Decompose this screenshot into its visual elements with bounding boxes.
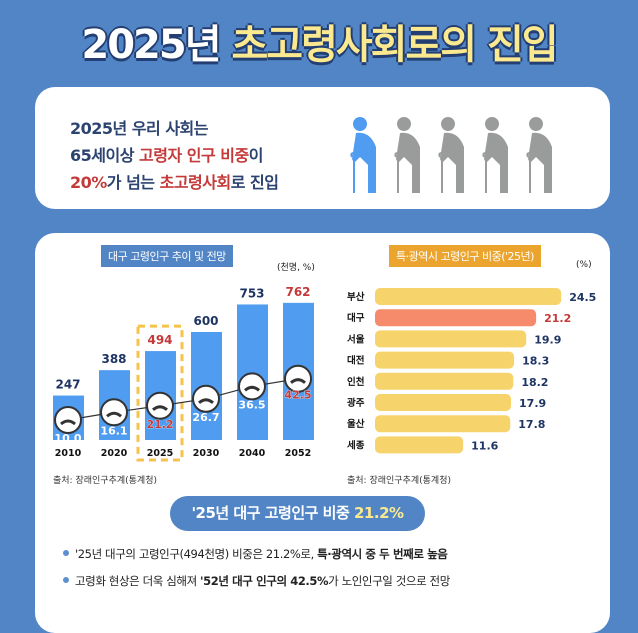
bar-value-label: 762 [285, 285, 310, 299]
bar-세종 [375, 436, 464, 454]
mustache-icon [244, 385, 260, 392]
t: 65세이상 [70, 146, 139, 165]
summary-value: 21.2% [354, 504, 404, 522]
bar-value-label: 494 [147, 333, 172, 347]
bar-value-label: 17.9 [519, 397, 546, 410]
left-chart-source: 출처: 장래인구추계(통계청) [53, 476, 157, 486]
intro-line-1: 2025년 우리 사회는 [70, 119, 209, 138]
year-tick-label: 2052 [285, 448, 311, 459]
bar-value-label: 600 [193, 314, 218, 328]
elderly-person-icon [394, 117, 420, 193]
bar-value-label: 19.9 [534, 333, 561, 346]
left-chart-title: 대구 고령인구 추이 및 전망 [101, 245, 233, 267]
elderly-face-marker [54, 406, 82, 434]
t: 20% [70, 173, 107, 192]
left-chart-unit: (천명, %) [277, 263, 315, 273]
region-label: 울산 [347, 418, 365, 430]
bar-value-label: 388 [101, 352, 126, 366]
bar-value-label: 753 [239, 286, 264, 300]
mustache-icon [290, 378, 306, 384]
bar-2040 [237, 304, 268, 440]
intro-line-2: 65세이상 고령자 인구 비중이 [70, 142, 278, 169]
t: 고령화 현상은 더욱 심해져 [75, 574, 201, 588]
mustache-icon [198, 398, 214, 404]
region-label: 부산 [347, 291, 365, 303]
region-label: 세종 [347, 439, 365, 451]
right-chart: 부산 24.5 대구 21.2 서울 19.9 대전 18.3 인천 18.2 광주 17.9 울산 17… [347, 288, 596, 454]
bar-value-label: 247 [55, 378, 80, 392]
t: 로 진입 [230, 173, 279, 192]
t: 가 노인인구일 것으로 전망 [328, 574, 450, 588]
region-label: 서울 [347, 333, 365, 345]
mustache-icon [60, 419, 76, 426]
bullet-2: 고령화 현상은 더욱 심해져 '52년 대구 인구의 42.5%가 노인인구일 … [63, 573, 450, 589]
ratio-value-label: 21.2 [146, 418, 173, 431]
bar-value-label: 17.8 [518, 418, 545, 431]
t: '52년 대구 인구의 42.5% [200, 574, 329, 588]
intro-card: 2025년 우리 사회는 65세이상 고령자 인구 비중이 20%가 넘는 초고… [35, 87, 610, 209]
ratio-value-label: 42.5 [284, 389, 311, 402]
year-tick-label: 2025 [147, 448, 173, 459]
bar-value-label: 18.3 [522, 355, 549, 368]
elderly-person-icon-highlighted [350, 117, 376, 193]
bar-대구 [375, 309, 537, 327]
left-chart: 247 2010 388 2020 494 2025 600 2030 753 2040 762 20… [53, 285, 314, 462]
bar-인천 [375, 372, 514, 390]
elderly-face-marker [284, 364, 312, 393]
t: 가 넘는 [106, 173, 160, 192]
year-tick-label: 2010 [55, 448, 82, 459]
right-chart-unit: (%) [576, 260, 592, 270]
bar-울산 [375, 415, 511, 433]
right-chart-source: 출처: 장래인구추계(통계청) [347, 476, 451, 486]
elderly-person-icon [438, 117, 464, 193]
region-label: 광주 [347, 397, 365, 409]
summary-text: '25년 대구 고령인구 비중 [191, 504, 354, 522]
intro-text: 2025년 우리 사회는 65세이상 고령자 인구 비중이 20%가 넘는 초고… [70, 115, 279, 196]
bar-대전 [375, 351, 515, 369]
t: '25년 대구의 고령인구(494천명) 비중은 21.2%로, [75, 547, 318, 561]
title-highlight: 초고령사회로의 진입 [231, 22, 558, 68]
elderly-face-marker [146, 391, 174, 420]
mustache-icon [106, 411, 122, 418]
t: 이 [248, 146, 264, 165]
t: 초고령사회 [159, 173, 232, 192]
t: 특·광역시 중 두 번째로 높음 [317, 547, 448, 561]
region-label: 인천 [347, 377, 364, 388]
bar-value-label: 24.5 [569, 291, 596, 304]
bullet-1: '25년 대구의 고령인구(494천명) 비중은 21.2%로, 특·광역시 중… [62, 546, 448, 562]
ratio-value-label: 16.1 [100, 424, 127, 437]
charts-card: 대구 고령인구 추이 및 전망 (천명, %) 247 2010 388 2020 49… [35, 233, 610, 633]
t: 고령자 인구 비중 [139, 146, 249, 165]
highlight-box [136, 324, 184, 462]
year-tick-label: 2040 [239, 448, 266, 459]
bar-value-label: 18.2 [521, 376, 548, 389]
summary-badge: '25년 대구 고령인구 비중 21.2% [170, 496, 425, 531]
intro-line-3: 20%가 넘는 초고령사회로 진입 [70, 169, 279, 196]
year-tick-label: 2030 [193, 448, 220, 459]
region-label: 대구 [347, 312, 365, 324]
mustache-icon [152, 405, 168, 411]
bar-서울 [375, 330, 527, 348]
bar-광주 [375, 394, 512, 411]
elderly-face-marker [238, 372, 266, 401]
elderly-person-icon [482, 117, 508, 193]
ratio-value-label: 26.7 [192, 411, 219, 424]
region-label: 대전 [347, 355, 364, 367]
bar-부산 [375, 288, 562, 305]
year-tick-label: 2020 [101, 448, 128, 459]
bar-value-label: 21.2 [544, 312, 571, 325]
elderly-face-marker [192, 384, 220, 413]
title-year: 2025년 [81, 22, 221, 68]
right-chart-title: 특·광역시 고령인구 비중('25년) [389, 245, 541, 267]
ratio-value-label: 36.5 [238, 398, 265, 411]
bar-value-label: 11.6 [471, 439, 498, 452]
elderly-face-marker [100, 398, 128, 427]
elderly-person-icon [526, 117, 552, 193]
elderly-people-illustration [350, 117, 558, 193]
page-title: 2025년 초고령사회로의 진입 [0, 12, 638, 70]
ratio-value-label: 10.0 [54, 432, 81, 445]
